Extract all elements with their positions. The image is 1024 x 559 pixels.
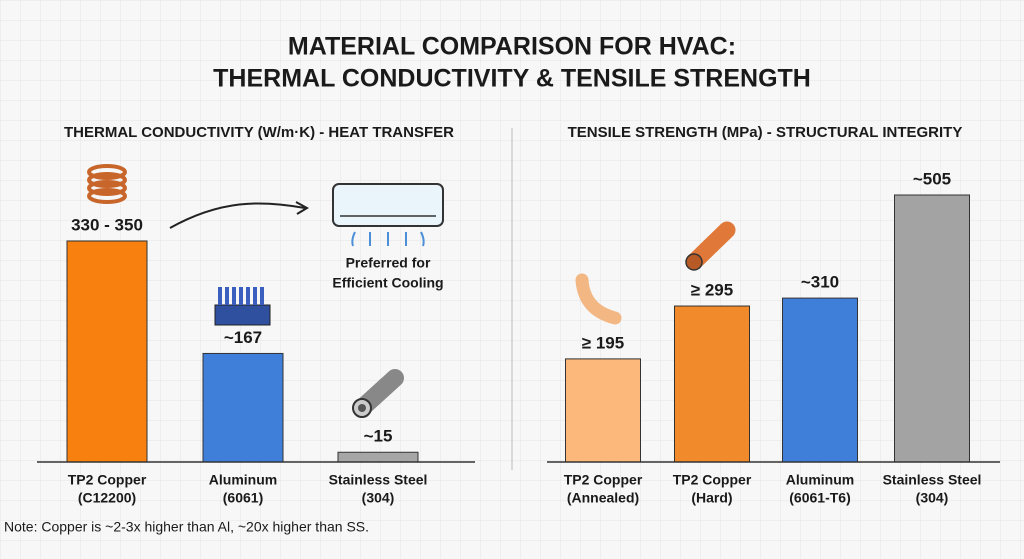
chart-subtitle: THERMAL CONDUCTIVITY (W/m·K) - HEAT TRAN… (64, 124, 454, 141)
ac-icon (332, 183, 444, 247)
value-label: ~505 (913, 169, 951, 188)
category-label: (304) (916, 490, 949, 506)
bar (337, 451, 419, 463)
bar (782, 297, 858, 463)
annotation: Efficient Cooling (332, 275, 443, 291)
value-label: 330 - 350 (71, 215, 143, 234)
category-label: (C12200) (78, 490, 136, 506)
category-label: TP2 Copper (673, 472, 752, 488)
category-label: (6061) (223, 490, 263, 506)
arrow (169, 202, 306, 229)
note: Note: Copper is ~2-3x higher than Al, ~2… (4, 519, 369, 535)
pipe-icon (352, 369, 404, 418)
value-label: ≥ 195 (582, 333, 624, 352)
arrow-head (295, 201, 310, 215)
category-label: Stainless Steel (329, 472, 428, 488)
category-label: (6061-T6) (789, 490, 850, 506)
heatsink-icon (214, 287, 271, 326)
category-label: Aluminum (209, 472, 277, 488)
copper-pipe-icon (685, 221, 736, 271)
value-label: ≥ 295 (691, 281, 733, 300)
category-label: TP2 Copper (564, 472, 643, 488)
bent-pipe-icon (575, 273, 622, 325)
title-line: MATERIAL COMPARISON FOR HVAC: (288, 33, 736, 61)
category-label: (Hard) (691, 490, 732, 506)
bar (202, 352, 284, 463)
category-label: Aluminum (786, 472, 854, 488)
bar (894, 194, 970, 463)
coil-icon (87, 164, 127, 204)
title-line: THERMAL CONDUCTIVITY & TENSILE STRENGTH (213, 65, 811, 93)
bar (66, 240, 148, 463)
chart-subtitle: TENSILE STRENGTH (MPa) - STRUCTURAL INTE… (568, 124, 963, 141)
category-label: TP2 Copper (68, 472, 147, 488)
category-label: Stainless Steel (883, 472, 982, 488)
value-label: ~167 (224, 328, 262, 347)
category-label: (Annealed) (567, 490, 639, 506)
value-label: ~15 (364, 427, 393, 446)
annotation: Preferred for (346, 255, 431, 271)
category-label: (304) (362, 490, 395, 506)
bar (674, 305, 750, 463)
value-label: ~310 (801, 273, 839, 292)
bar (565, 358, 641, 463)
